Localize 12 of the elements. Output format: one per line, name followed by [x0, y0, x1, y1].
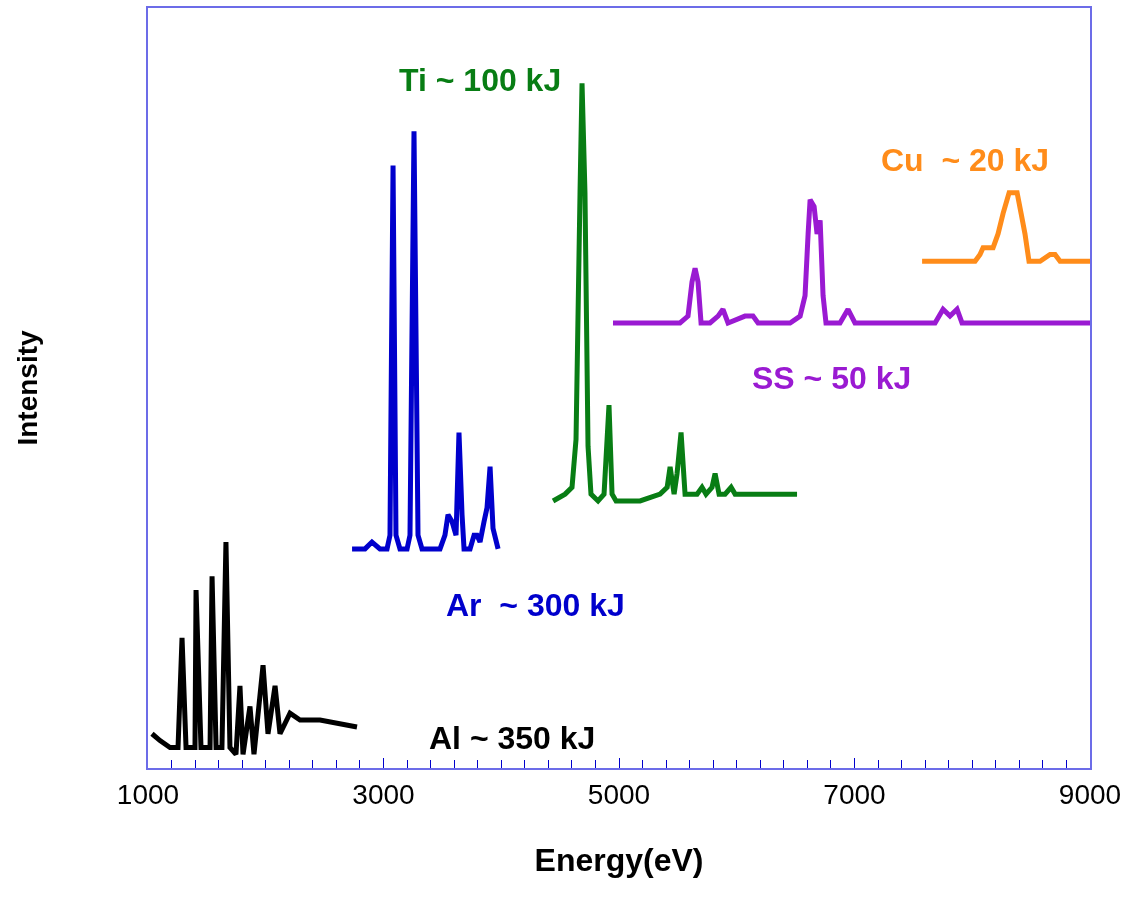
series-label: Ti ~ 100 kJ [399, 62, 562, 98]
x-tick-label: 9000 [1058, 778, 1122, 810]
series-label: SS ~ 50 kJ [752, 360, 912, 396]
text: Al ~ 350 kJ [429, 720, 596, 756]
x-tick-label: 3000 [352, 778, 415, 810]
series-label: Cu ~ 20 kJ [881, 142, 1050, 178]
series-label: Ar ~ 300 kJ [446, 587, 625, 623]
x-axis-title: Energy(eV) [534, 842, 704, 878]
x-tick-label: 1000 [116, 778, 180, 810]
x-tick-label: 7000 [823, 778, 886, 810]
y-axis-title: Intensity [12, 330, 44, 446]
x-tick-label: 5000 [587, 778, 651, 810]
